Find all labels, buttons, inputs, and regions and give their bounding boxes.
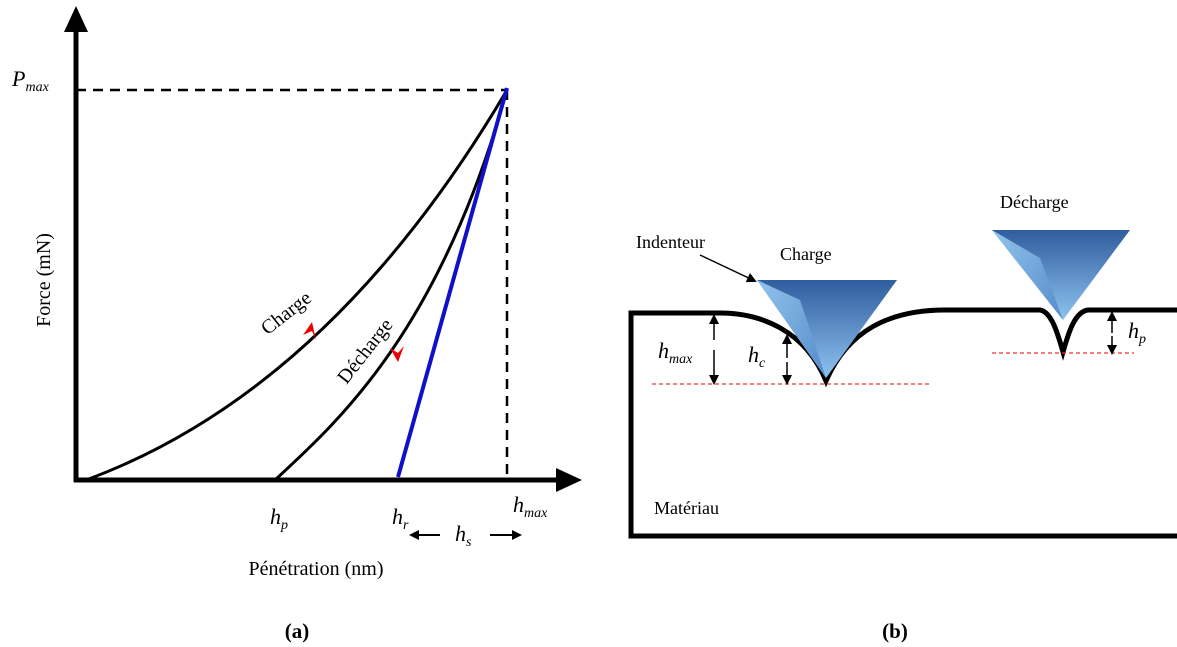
- label-base: h: [748, 342, 759, 367]
- indenter-pointer: [699, 254, 757, 283]
- label-sub: p: [1138, 332, 1146, 347]
- loading-label: Charge: [780, 244, 832, 264]
- loading-curve: [85, 89, 509, 482]
- panel-b: hmax hc hp Indenteur Charge Décharge Mat…: [628, 192, 1177, 643]
- hp-label: hp: [1128, 318, 1146, 347]
- label-sub: c: [759, 356, 766, 371]
- pmax-label: Pmax: [11, 66, 50, 95]
- hc-label: hc: [748, 342, 766, 371]
- label-sub: max: [524, 506, 548, 521]
- hs-label: hs: [455, 521, 472, 550]
- panel-a: Pmax Force (mN) Charge Décharge hp hr hm…: [11, 6, 582, 643]
- indenter-facet: [992, 230, 1063, 320]
- label-base: P: [11, 66, 25, 91]
- label-base: h: [455, 521, 466, 546]
- label-sub: p: [280, 518, 288, 533]
- x-axis-arrow: [556, 468, 582, 492]
- y-axis-arrow: [64, 6, 88, 32]
- unloading-label: Décharge: [333, 314, 397, 388]
- label-base: h: [513, 492, 524, 517]
- caption-b: (b): [882, 619, 908, 643]
- y-axis-label: Force (mN): [33, 233, 55, 327]
- hr-label: hr: [392, 504, 409, 533]
- caption-a: (a): [285, 619, 310, 643]
- material-outline: [628, 307, 1177, 539]
- label-sub: s: [466, 535, 472, 550]
- unloading-curve: [273, 89, 509, 482]
- label-sub: max: [669, 352, 693, 367]
- hmax-label: hmax: [658, 338, 693, 367]
- label-sub: max: [25, 80, 49, 95]
- indenter-label: Indenteur: [636, 232, 705, 252]
- label-base: h: [270, 504, 281, 529]
- label-sub: r: [403, 518, 409, 533]
- material-label: Matériau: [654, 498, 719, 518]
- hp-label: hp: [270, 504, 288, 533]
- stiffness-line: [396, 87, 509, 478]
- label-base: h: [1128, 318, 1139, 343]
- hmax-label: hmax: [513, 492, 548, 521]
- unloading-label: Décharge: [1000, 192, 1069, 212]
- label-base: h: [392, 504, 403, 529]
- indenter-facet: [757, 280, 826, 378]
- label-base: h: [658, 338, 669, 363]
- x-axis-label: Pénétration (nm): [249, 558, 384, 580]
- unloading-arrow: [390, 346, 404, 362]
- loading-arrow: [303, 322, 316, 340]
